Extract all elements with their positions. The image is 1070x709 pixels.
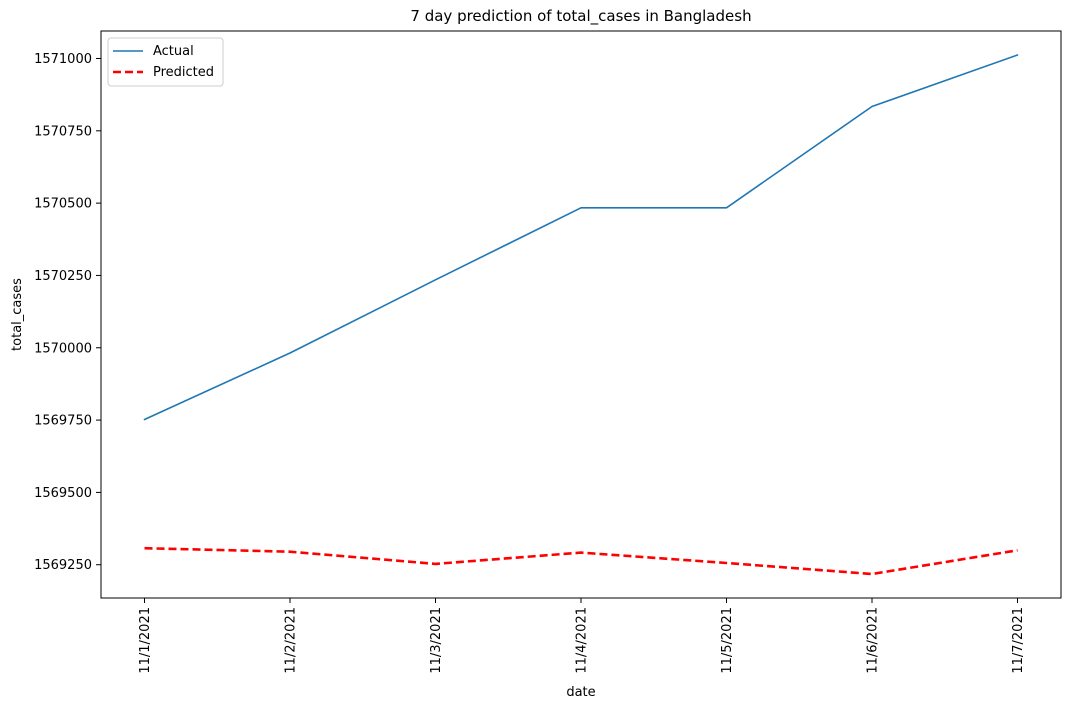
- x-tick-label: 11/1/2021: [138, 607, 153, 674]
- x-tick-label: 11/2/2021: [284, 607, 299, 674]
- x-tick-label: 11/5/2021: [720, 607, 735, 674]
- x-axis: 11/1/2021 11/2/2021 11/3/2021 11/4/2021 11/5…: [138, 598, 1026, 674]
- x-tick-label: 11/4/2021: [575, 607, 590, 674]
- x-tick-label: 11/3/2021: [429, 607, 444, 674]
- chart-title: 7 day prediction of total_cases in Bangl…: [410, 7, 751, 26]
- series-layer: [143, 54, 1019, 576]
- y-tick-label: 1569250: [34, 558, 92, 573]
- series-line-actual: [143, 54, 1019, 421]
- y-tick-label: 1569500: [34, 486, 92, 501]
- y-tick-label: 1570500: [34, 197, 92, 212]
- y-tick-label: 1569750: [34, 414, 92, 429]
- plot-area: [100, 30, 1062, 599]
- y-axis: 1569250 1569500 1569750 1570000 1570250 15705…: [34, 52, 101, 573]
- legend-label-actual: Actual: [153, 44, 194, 59]
- legend-box: [107, 37, 224, 87]
- y-tick-label: 1570000: [34, 341, 92, 356]
- series-line-predicted: [144, 546, 1018, 576]
- y-tick-label: 1570750: [34, 124, 92, 139]
- x-tick-label: 11/6/2021: [866, 607, 881, 674]
- y-tick-label: 1571000: [34, 52, 92, 67]
- legend-label-predicted: Predicted: [153, 65, 214, 80]
- y-axis-label: total_cases: [10, 278, 25, 351]
- x-tick-label: 11/7/2021: [1011, 607, 1026, 674]
- legend: Actual Predicted: [107, 37, 224, 87]
- y-tick-label: 1570250: [34, 269, 92, 284]
- x-axis-label: date: [566, 685, 595, 700]
